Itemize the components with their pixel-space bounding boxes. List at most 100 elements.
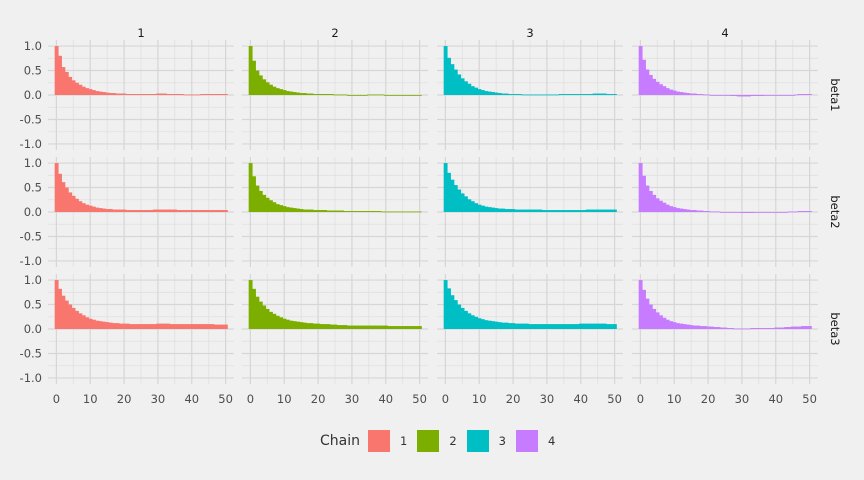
- x-tick-label: 30: [540, 392, 555, 406]
- acf-bar: [638, 280, 643, 329]
- acf-bar: [797, 211, 802, 212]
- y-tick-label: -0.5: [20, 229, 42, 243]
- acf-bar: [200, 210, 205, 212]
- acf-bar: [716, 95, 721, 96]
- acf-bar: [501, 322, 506, 329]
- acf-bar: [203, 324, 208, 329]
- acf-bar: [672, 322, 677, 329]
- acf-bar: [747, 95, 751, 97]
- acf-bar: [572, 94, 577, 95]
- acf-bar: [196, 94, 201, 96]
- acf-bar: [541, 324, 546, 329]
- acf-bar: [453, 185, 458, 212]
- legend-swatch: [466, 430, 489, 452]
- acf-bar: [71, 80, 76, 95]
- acf-bar: [592, 209, 597, 212]
- x-tick-label: 40: [378, 392, 393, 406]
- acf-bar: [118, 323, 123, 329]
- acf-bar: [511, 209, 516, 212]
- acf-bar: [217, 210, 222, 212]
- acf-bar: [411, 95, 416, 96]
- acf-bar: [638, 46, 643, 95]
- acf-bar: [105, 322, 110, 329]
- acf-bar: [115, 93, 120, 95]
- acf-bar: [414, 95, 419, 96]
- acf-bar: [497, 208, 502, 212]
- acf-bar: [655, 312, 660, 329]
- acf-bar: [296, 92, 300, 95]
- y-tick-label: 0.0: [24, 205, 42, 219]
- acf-bar: [572, 324, 577, 329]
- acf-bar: [777, 95, 782, 96]
- acf-bar: [770, 95, 775, 96]
- acf-bar: [763, 95, 768, 96]
- acf-bar: [474, 316, 479, 329]
- acf-bar: [265, 308, 270, 329]
- acf-bar: [443, 163, 448, 212]
- acf-bar: [312, 94, 317, 95]
- acf-bar: [95, 207, 100, 212]
- acf-bar: [504, 322, 509, 329]
- acf-bar: [696, 325, 701, 329]
- acf-bar: [108, 322, 113, 329]
- acf-bar: [414, 211, 419, 213]
- y-tick-label: 0.5: [24, 64, 42, 78]
- acf-bar: [129, 94, 134, 95]
- acf-bar: [262, 79, 267, 95]
- y-tick-label: 0.5: [24, 181, 42, 195]
- acf-bar: [360, 325, 365, 329]
- acf-bar: [787, 95, 792, 96]
- acf-bar: [217, 324, 222, 329]
- acf-bar: [370, 94, 375, 96]
- acf-bar: [686, 93, 690, 95]
- acf-bar: [346, 325, 351, 329]
- acf-bar: [220, 210, 225, 212]
- acf-bar: [258, 301, 263, 329]
- acf-bar: [68, 76, 73, 95]
- acf-bar: [223, 324, 228, 329]
- acf-bar: [753, 328, 758, 329]
- acf-bar: [494, 321, 499, 329]
- acf-bar: [186, 210, 191, 212]
- acf-bar: [501, 208, 506, 212]
- acf-bar: [292, 92, 297, 95]
- acf-bar: [682, 92, 687, 95]
- acf-bar: [655, 198, 660, 212]
- acf-bar: [658, 315, 663, 329]
- acf-bar: [716, 211, 721, 213]
- acf-bar: [323, 324, 328, 329]
- acf-bar: [71, 307, 76, 329]
- acf-bar: [545, 324, 550, 329]
- acf-bar: [575, 324, 580, 329]
- acf-bar: [343, 211, 348, 212]
- acf-bar: [417, 326, 422, 329]
- acf-bar: [262, 305, 267, 329]
- x-tick-label: 40: [184, 392, 199, 406]
- acf-bar: [319, 324, 324, 329]
- acf-bar: [612, 94, 617, 95]
- acf-bar: [377, 94, 382, 96]
- acf-bar: [156, 93, 161, 95]
- acf-bar: [217, 94, 222, 95]
- acf-bar: [767, 212, 772, 213]
- y-tick-label: -1.0: [20, 371, 42, 385]
- acf-bar: [709, 211, 714, 213]
- acf-bar: [507, 209, 512, 212]
- acf-bar: [541, 210, 546, 212]
- acf-bar: [723, 95, 728, 96]
- acf-bar: [609, 324, 614, 329]
- acf-bar: [689, 325, 694, 329]
- acf-bar: [545, 94, 550, 96]
- acf-bar: [538, 324, 543, 329]
- acf-bar: [794, 211, 799, 213]
- legend-swatch: [368, 430, 390, 452]
- acf-bar: [662, 317, 667, 329]
- acf-bar: [146, 210, 150, 212]
- x-tick-label: 10: [667, 392, 682, 406]
- acf-bar: [363, 211, 368, 212]
- acf-bar: [548, 324, 553, 329]
- acf-bar: [373, 325, 378, 329]
- acf-bar: [447, 172, 451, 212]
- acf-bar: [524, 323, 529, 329]
- acf-bar: [411, 326, 416, 329]
